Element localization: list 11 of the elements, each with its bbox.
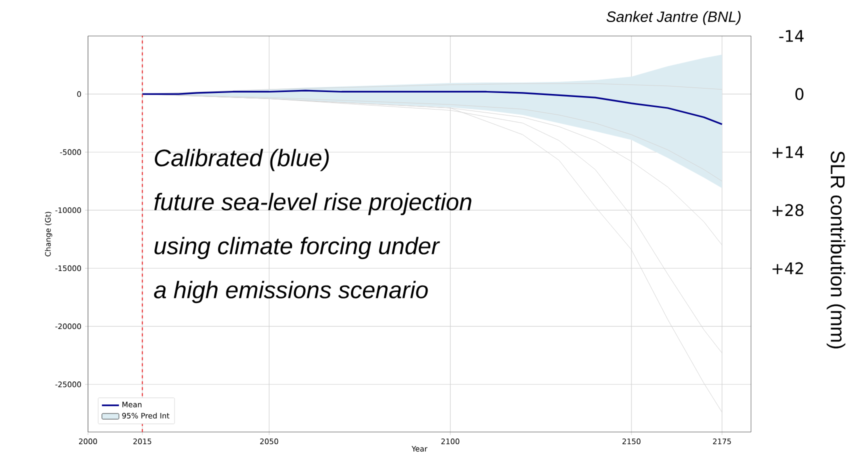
annotation: future sea-level rise projection bbox=[154, 192, 472, 216]
y2-tick-label: -14 bbox=[779, 30, 804, 42]
annotation: using climate forcing under bbox=[154, 236, 440, 260]
y2-tick-label: 0 bbox=[795, 88, 804, 100]
y2-tick-label: +42 bbox=[772, 262, 803, 274]
y2-tick-label: +28 bbox=[772, 204, 804, 216]
annotation: a high emissions scenario bbox=[154, 280, 428, 304]
y2-axis-title: SLR contribution (mm) bbox=[826, 151, 846, 348]
y2-tick-label: +14 bbox=[772, 146, 804, 158]
text: Sanket Jantre (BNL) bbox=[606, 11, 741, 25]
annotation: Calibrated (blue) bbox=[154, 148, 329, 172]
